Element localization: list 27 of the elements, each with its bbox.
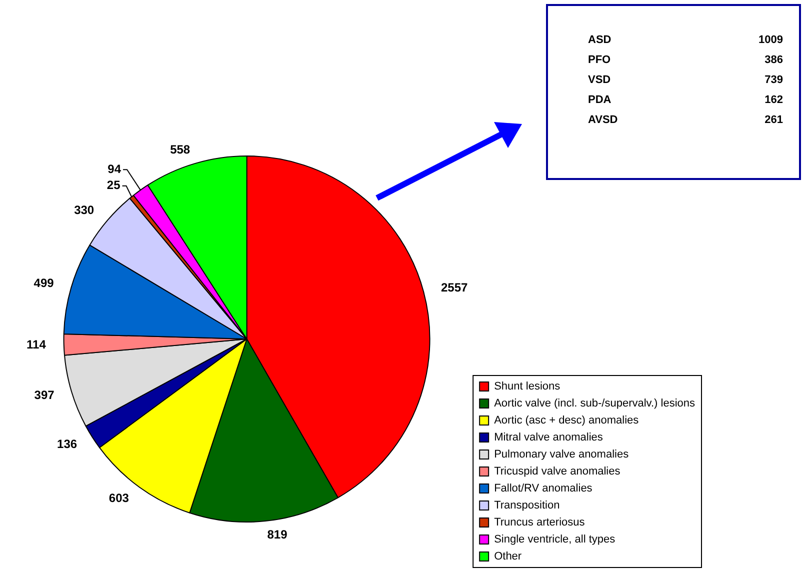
legend-label: Tricuspid valve anomalies: [494, 466, 621, 478]
data-label: 397: [34, 388, 55, 402]
legend-label: Aortic (asc + desc) anomalies: [494, 414, 640, 427]
legend-label: Pulmonary valve anomalies: [494, 448, 630, 461]
data-label: 330: [74, 203, 94, 218]
legend-label: Single ventricle, all types: [494, 534, 616, 546]
text: AVSD 261: [588, 114, 783, 126]
data-label: 94: [108, 162, 122, 176]
legend-label: Transposition: [494, 500, 560, 512]
legend-label: Shunt lesions: [494, 380, 561, 393]
legend-label: Fallot/RV anomalies: [494, 482, 593, 495]
text: PFO 386: [588, 54, 783, 66]
data-label: 558: [170, 142, 190, 156]
data-label: 819: [267, 527, 288, 542]
legend-label: Mitral valve anomalies: [494, 432, 604, 444]
text: ASD 1009: [588, 34, 783, 46]
data-label: 25: [106, 178, 121, 192]
data-label: 499: [34, 276, 54, 290]
text: VSD 739: [588, 74, 783, 86]
data-label: 603: [108, 490, 130, 505]
legend-label: Truncus arteriosus: [494, 516, 586, 529]
data-label: 136: [57, 436, 78, 451]
text: PDA 162: [588, 94, 783, 106]
legend-label: Other: [494, 550, 522, 563]
data-label: 114: [26, 337, 46, 352]
legend-label: Aortic valve (incl. sub-/supervalv.) lesions: [494, 398, 696, 410]
data-label: 2557: [440, 280, 468, 295]
